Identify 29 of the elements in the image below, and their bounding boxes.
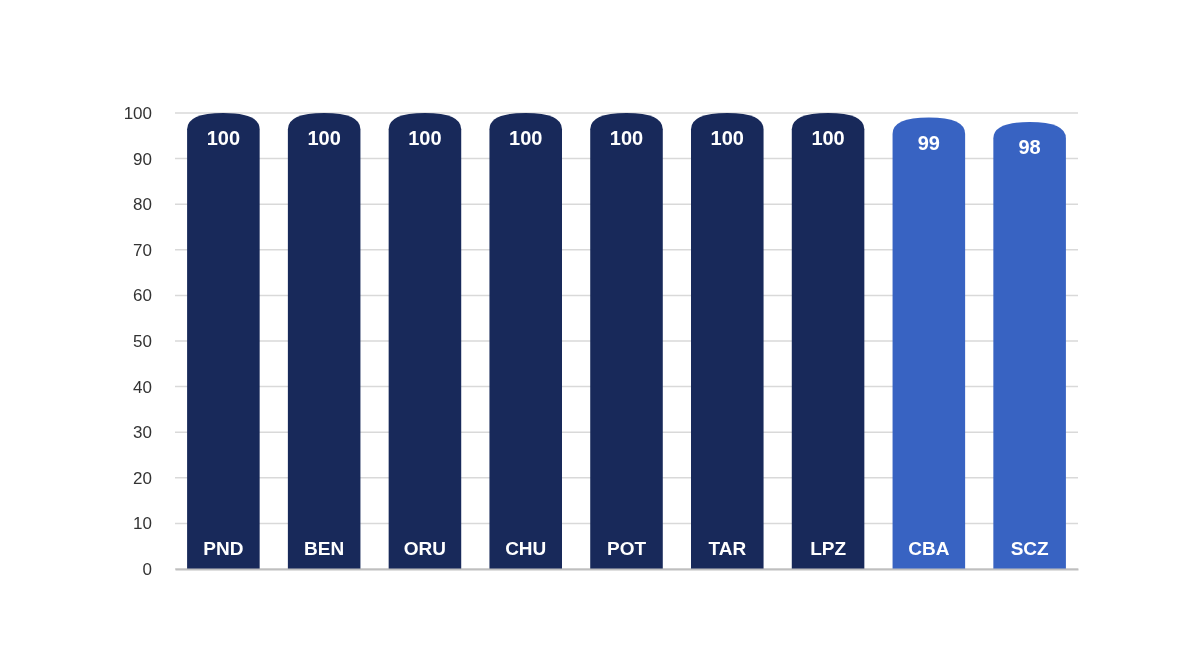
data-label: 100 (710, 127, 744, 149)
y-tick-label: 50 (133, 331, 152, 351)
y-tick-label: 0 (142, 559, 152, 579)
x-tick-label: ORU (403, 538, 447, 559)
y-tick-label: 30 (133, 423, 152, 443)
x-tick-label: SCZ (1010, 538, 1050, 559)
data-label: 98 (1018, 136, 1041, 159)
x-tick-label: TAR (708, 538, 747, 559)
x-tick-label: CHU (505, 538, 547, 559)
x-tick-label: BEN (304, 538, 345, 559)
x-tick-label: PND (203, 538, 244, 559)
data-label: 99 (917, 131, 940, 154)
y-tick-label: 100 (123, 103, 152, 123)
y-tick-label: 60 (133, 286, 152, 306)
y-tick-label: 10 (133, 514, 152, 534)
y-tick-label: 70 (133, 240, 152, 260)
data-label: 100 (609, 127, 644, 149)
y-tick-label: 80 (133, 195, 152, 215)
y-tick-label: 40 (133, 377, 152, 397)
x-tick-label: POT (606, 538, 647, 559)
data-label: 100 (408, 127, 442, 149)
data-label: 100 (307, 127, 341, 149)
y-tick-label: 90 (133, 149, 152, 169)
data-label: 100 (206, 127, 241, 149)
x-tick-label: LPZ (810, 538, 847, 559)
y-tick-label: 20 (133, 468, 152, 488)
x-tick-label: CBA (908, 538, 950, 559)
data-label: 100 (811, 127, 845, 149)
data-label: 100 (509, 127, 543, 149)
